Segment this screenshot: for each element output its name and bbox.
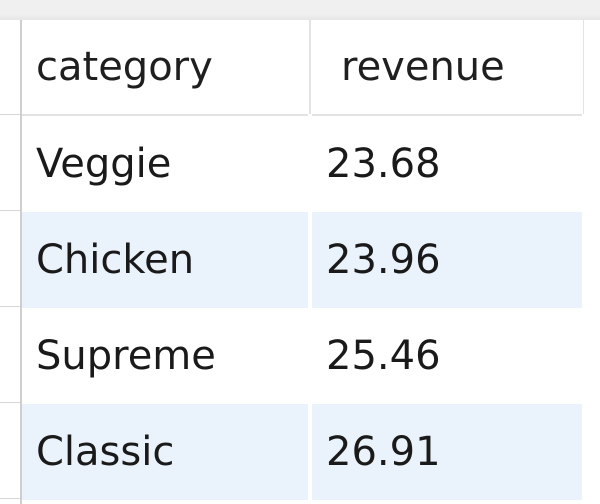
grid-right-edge [584,20,600,504]
column-header-revenue[interactable]: revenue [310,20,585,116]
cell-category[interactable]: Chicken [22,212,312,308]
row-header-gutter [0,20,22,504]
row-header-2[interactable] [0,211,20,307]
result-table: category revenue Veggie 23.68 Chicken 23… [22,20,586,500]
table-row[interactable]: Supreme 25.46 [22,308,586,404]
row-header-4[interactable] [0,403,20,499]
row-header-1[interactable] [0,115,20,211]
cell-revenue[interactable]: 26.91 [310,404,586,500]
cell-category[interactable]: Classic [22,404,312,500]
result-grid-panel: category revenue Veggie 23.68 Chicken 23… [0,20,600,504]
cell-revenue[interactable]: 25.46 [310,308,586,404]
cell-category[interactable]: Veggie [22,115,312,212]
row-header-3[interactable] [0,307,20,403]
toolbar-strip [0,0,600,20]
column-header-category[interactable]: category [22,20,311,116]
header-row: category revenue [22,20,585,116]
table-row[interactable]: Classic 26.91 [22,404,586,500]
row-header-corner [0,20,20,115]
toolbar-shade [0,14,600,20]
cell-revenue[interactable]: 23.96 [310,212,586,308]
cell-category[interactable]: Supreme [22,308,312,404]
table-row[interactable]: Chicken 23.96 [22,212,586,308]
table-row[interactable]: Veggie 23.68 [22,115,586,212]
cell-revenue[interactable]: 23.68 [310,115,586,212]
